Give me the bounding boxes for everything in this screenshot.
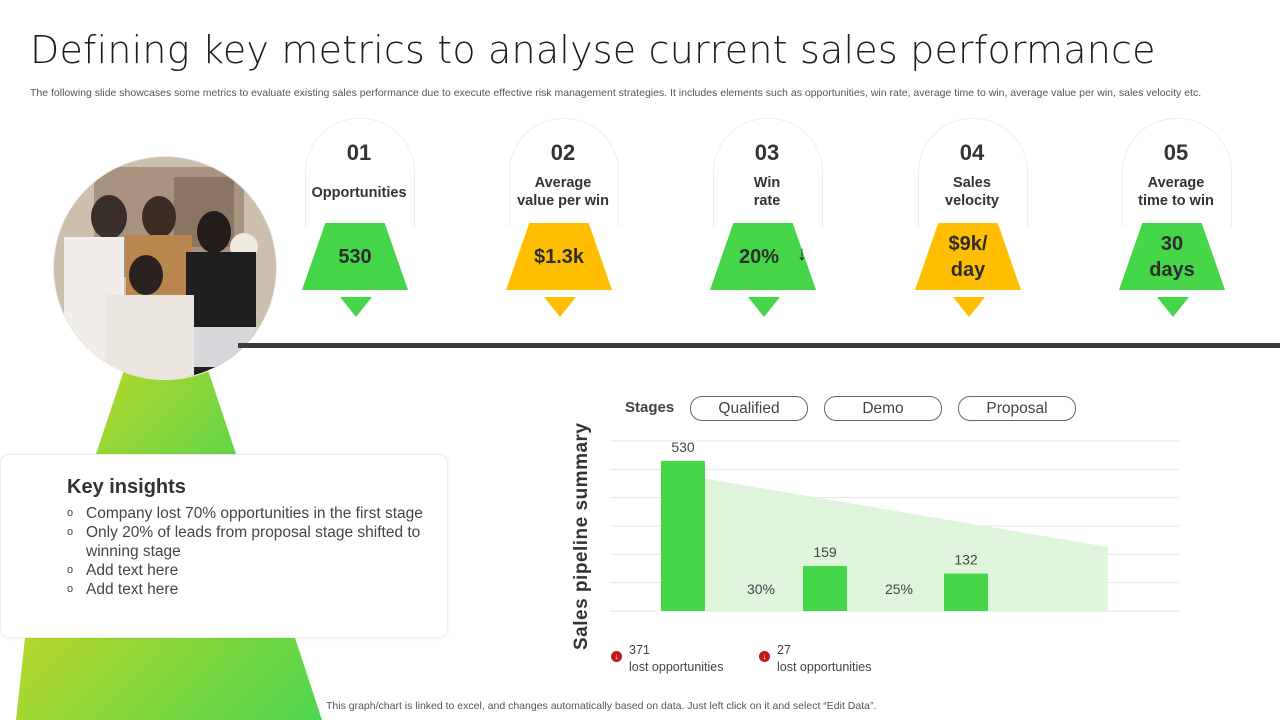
lost-text: lost opportunities [629, 660, 724, 674]
down-alert-icon: ↓ [611, 651, 622, 662]
decorative-trapezoid-bottom [16, 636, 322, 720]
team-photo-illustration [54, 157, 276, 379]
insight-item: o Only 20% of leads from proposal stage s… [67, 524, 421, 560]
conversion-label: 30% [747, 581, 775, 597]
metric-value: 530 [338, 245, 372, 268]
metric-arch [305, 118, 415, 227]
stage-pill-qualified: Qualified [690, 396, 808, 421]
metric-card-sales-velocity: 04 Sales velocity $9k/ day [912, 118, 1032, 328]
metric-label: Opportunities [311, 185, 407, 201]
metric-pointer [748, 297, 780, 317]
sales-pipeline-chart: 530 159 132 30% 25% [610, 439, 1179, 612]
insight-item: o Company lost 70% opportunities in the f… [67, 505, 423, 522]
bar-qualified [661, 460, 705, 611]
page-title: Defining key metrics to analyse current … [30, 28, 1156, 72]
stage-pill-demo: Demo [824, 396, 942, 421]
insight-item: o Add text here [67, 581, 179, 598]
down-arrow-icon: ↓ [797, 243, 807, 265]
metric-label: Average time to win [1138, 175, 1214, 209]
metric-value: 30 days [1149, 232, 1195, 281]
metric-number: 04 [959, 140, 985, 165]
stage-pill-proposal: Proposal [958, 396, 1076, 421]
metric-number: 03 [754, 140, 780, 165]
metric-pointer [953, 297, 985, 317]
chart-vertical-title: Sales pipeline summary [571, 422, 592, 651]
metric-pointer [544, 297, 576, 317]
metric-label: Average value per win [517, 175, 609, 209]
metric-number: 02 [550, 140, 576, 165]
bullet-icon: o [67, 583, 74, 595]
bullet-icon: o [67, 526, 74, 538]
key-insights-title: Key insights [67, 476, 186, 498]
footer-note: This graph/chart is linked to excel, and… [326, 700, 877, 712]
metric-arch [1122, 118, 1232, 227]
key-insights-panel [0, 454, 448, 638]
team-photo [54, 157, 276, 379]
bullet-icon: o [67, 564, 74, 576]
lost-text: lost opportunities [777, 660, 872, 674]
metric-card-opportunities: 01 Opportunities 530 [299, 118, 419, 328]
metric-card-average-time-to-win: 05 Average time to win 30 days [1116, 118, 1236, 328]
metric-value: $1.3k [533, 245, 585, 268]
decorative-trapezoid-top [94, 365, 238, 460]
lost-count: 371 [629, 643, 650, 657]
bar-value-label: 530 [671, 439, 695, 455]
conversion-label: 25% [885, 581, 913, 597]
metric-pointer [1157, 297, 1189, 317]
metric-card-average-value-per-win: 02 Average value per win $1.3k [503, 118, 623, 328]
metric-number: 05 [1163, 140, 1189, 165]
page-subtitle: The following slide showcases some metri… [30, 87, 1202, 99]
divider-line [238, 343, 1280, 348]
metric-label: Win rate [753, 175, 781, 209]
metric-arch [713, 118, 823, 227]
metric-number: 01 [346, 140, 372, 165]
metric-value: 20% [738, 245, 780, 268]
down-alert-icon: ↓ [759, 651, 770, 662]
metric-value: $9k/ day [948, 232, 988, 281]
metric-pointer [340, 297, 372, 317]
bullet-icon: o [67, 507, 74, 519]
key-insights-list: o Company lost 70% opportunities in the f… [67, 504, 427, 599]
metric-arch [918, 118, 1028, 227]
lost-count: 27 [777, 643, 791, 657]
metric-arch [509, 118, 619, 227]
funnel-area [683, 474, 1108, 611]
bar-proposal [944, 573, 988, 611]
bar-value-label: 132 [954, 552, 978, 568]
bar-demo [803, 565, 847, 611]
insight-item: o Add text here [67, 562, 179, 579]
metric-label: Sales velocity [945, 175, 999, 209]
bar-value-label: 159 [813, 544, 837, 560]
metric-card-win-rate: 03 Win rate 20% ↓ [707, 118, 827, 328]
stages-label: Stages [625, 399, 675, 416]
